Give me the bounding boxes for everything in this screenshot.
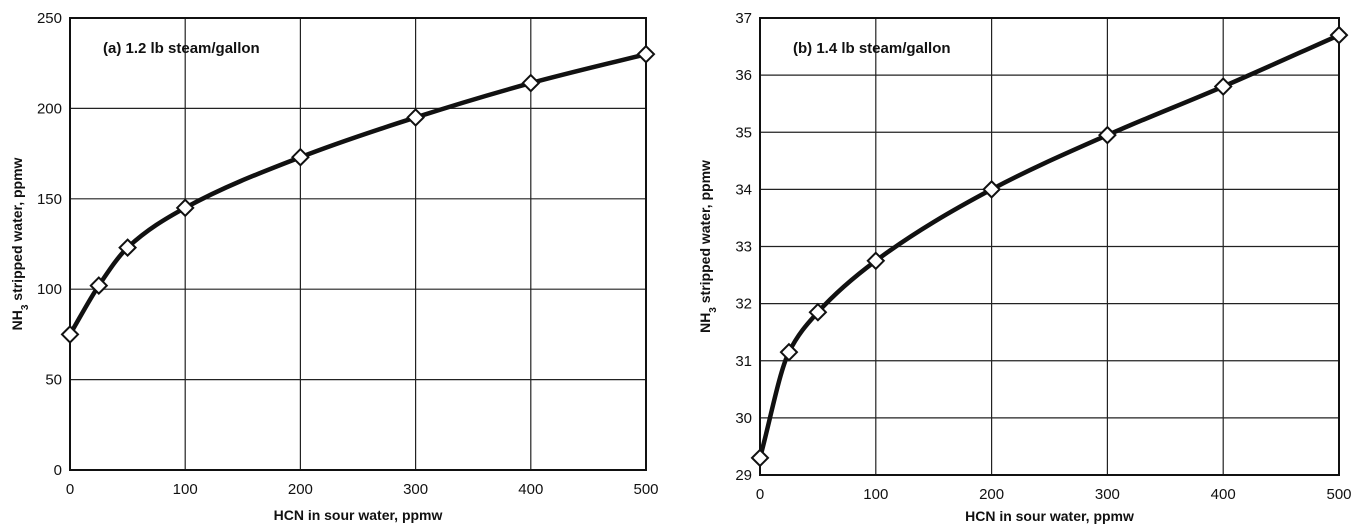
chart-panel-a: 0 100 200 300 400 500 0 50 100 150 200 250 HCN in so… bbox=[9, 10, 659, 523]
y-tick-label: 34 bbox=[735, 181, 752, 198]
plot-frame bbox=[69, 17, 647, 471]
y-tick-label: 31 bbox=[735, 353, 752, 370]
data-point-marker bbox=[1329, 25, 1349, 45]
data-point-marker bbox=[750, 448, 770, 468]
y-tick-label: 35 bbox=[735, 124, 752, 141]
x-tick-label: 0 bbox=[756, 486, 764, 503]
y-tick-label: 150 bbox=[37, 191, 62, 208]
x-axis-label: HCN in sour water, ppmw bbox=[965, 508, 1134, 524]
data-point-marker bbox=[1213, 77, 1233, 96]
y-tick-label: 32 bbox=[735, 296, 752, 313]
data-point-marker bbox=[982, 179, 1002, 199]
data-point-marker bbox=[636, 44, 656, 64]
data-point-marker bbox=[779, 342, 799, 362]
x-tick-label: 100 bbox=[863, 486, 888, 503]
y-tick-label: 100 bbox=[37, 281, 62, 298]
y-axis-label: NH3 stripped water, ppmw bbox=[9, 157, 31, 330]
x-axis-label: HCN in sour water, ppmw bbox=[274, 507, 443, 523]
x-tick-label: 100 bbox=[173, 481, 198, 498]
y-tick-label: 37 bbox=[735, 10, 752, 27]
x-tick-label: 500 bbox=[1326, 486, 1351, 503]
series-line bbox=[67, 51, 649, 337]
data-point-marker bbox=[1097, 125, 1117, 145]
y-tick-label: 36 bbox=[735, 67, 752, 84]
panel-title: (b) 1.4 lb steam/gallon bbox=[793, 40, 951, 57]
x-tick-label: 200 bbox=[979, 486, 1004, 503]
data-point-marker bbox=[175, 198, 195, 218]
y-tick-label: 200 bbox=[37, 100, 62, 117]
y-tick-label: 50 bbox=[45, 372, 62, 389]
data-point-marker bbox=[89, 276, 109, 295]
y-tick-label: 30 bbox=[735, 410, 752, 427]
x-tick-label: 400 bbox=[518, 481, 543, 498]
y-tick-label: 250 bbox=[37, 10, 62, 27]
chart-panel-b: 0 100 200 300 400 500 29 30 31 32 33 34 35 36 37 HCN in… bbox=[697, 10, 1352, 524]
plot-frame bbox=[759, 17, 1340, 476]
x-tick-label: 300 bbox=[1095, 486, 1120, 503]
data-point-marker bbox=[60, 324, 80, 344]
y-tick-label: 29 bbox=[735, 467, 752, 484]
x-tick-label: 200 bbox=[288, 481, 313, 498]
data-point-marker bbox=[521, 73, 541, 93]
data-point-marker bbox=[808, 302, 828, 322]
panel-title: (a) 1.2 lb steam/gallon bbox=[103, 40, 260, 57]
x-tick-label: 0 bbox=[66, 481, 74, 498]
y-tick-label: 0 bbox=[54, 462, 62, 479]
y-tick-label: 33 bbox=[735, 239, 752, 256]
x-tick-label: 400 bbox=[1211, 486, 1236, 503]
data-point-marker bbox=[406, 108, 426, 127]
data-point-marker bbox=[118, 238, 138, 258]
data-point-marker bbox=[866, 251, 886, 271]
y-axis-label: NH3 stripped water, ppmw bbox=[697, 160, 719, 333]
x-tick-label: 500 bbox=[633, 481, 658, 498]
data-point-marker bbox=[290, 147, 310, 167]
x-tick-label: 300 bbox=[403, 481, 428, 498]
